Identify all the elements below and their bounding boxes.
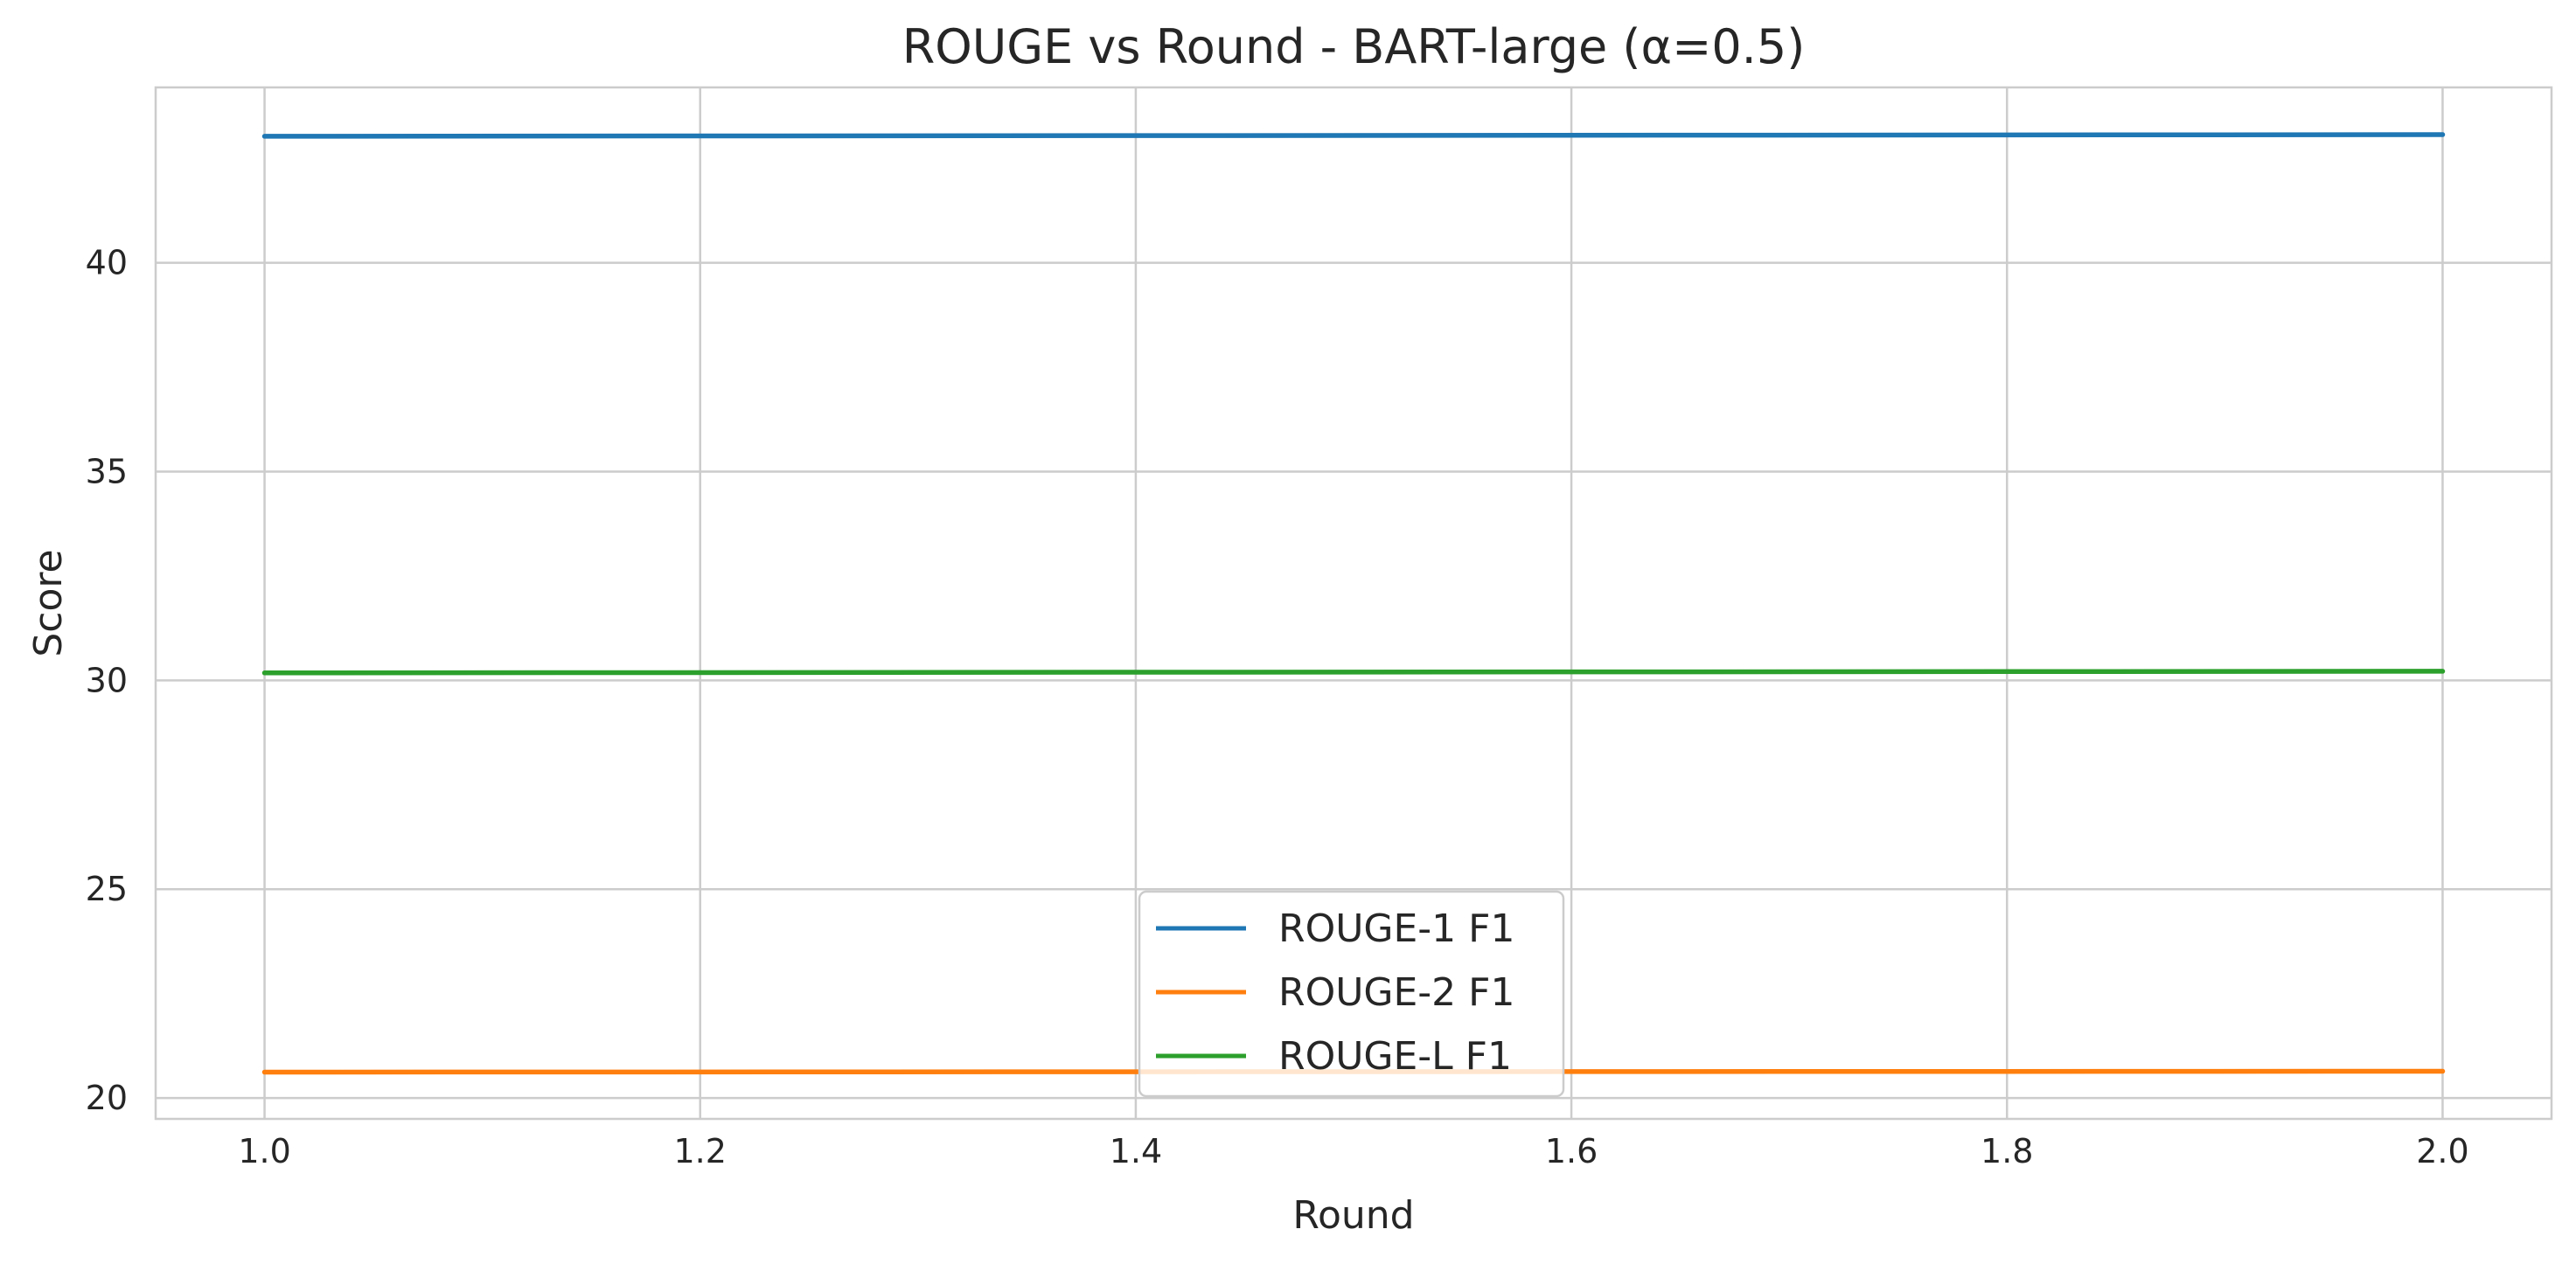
legend: ROUGE-1 F1 ROUGE-2 F1 ROUGE-L F1 [1138, 890, 1565, 1098]
y-axis-label: Score [26, 549, 71, 656]
y-tick-label: 25 [86, 870, 128, 908]
y-tick-label: 35 [86, 453, 128, 491]
x-tick-label: 1.4 [1110, 1132, 1162, 1170]
x-tick-label: 2.0 [2416, 1132, 2468, 1170]
legend-label-rouge-2: ROUGE-2 F1 [1278, 970, 1514, 1015]
x-tick-label: 1.8 [1981, 1132, 2033, 1170]
series-line-rouge-l-f1 [261, 669, 2446, 676]
legend-box [1138, 890, 1565, 1098]
x-tick-label: 1.2 [674, 1132, 727, 1170]
y-tick-label: 30 [86, 661, 128, 699]
y-tick-label: 40 [86, 244, 128, 282]
chart-title: ROUGE vs Round - BART-large (α=0.5) [902, 19, 1806, 74]
grid [156, 87, 2552, 1119]
plot-frame [154, 86, 2553, 1121]
tick-labels: 1.0 1.2 1.4 1.6 1.8 2.0 20 25 30 35 40 [86, 244, 2469, 1170]
x-axis-label: Round [1292, 1193, 1414, 1238]
legend-label-rouge-1: ROUGE-1 F1 [1278, 906, 1514, 951]
series-line-rouge-1-f1 [261, 132, 2446, 139]
x-tick-label: 1.6 [1545, 1132, 1598, 1170]
legend-label-rouge-l: ROUGE-L F1 [1278, 1034, 1512, 1079]
x-tick-label: 1.0 [238, 1132, 290, 1170]
y-tick-label: 20 [86, 1079, 128, 1117]
